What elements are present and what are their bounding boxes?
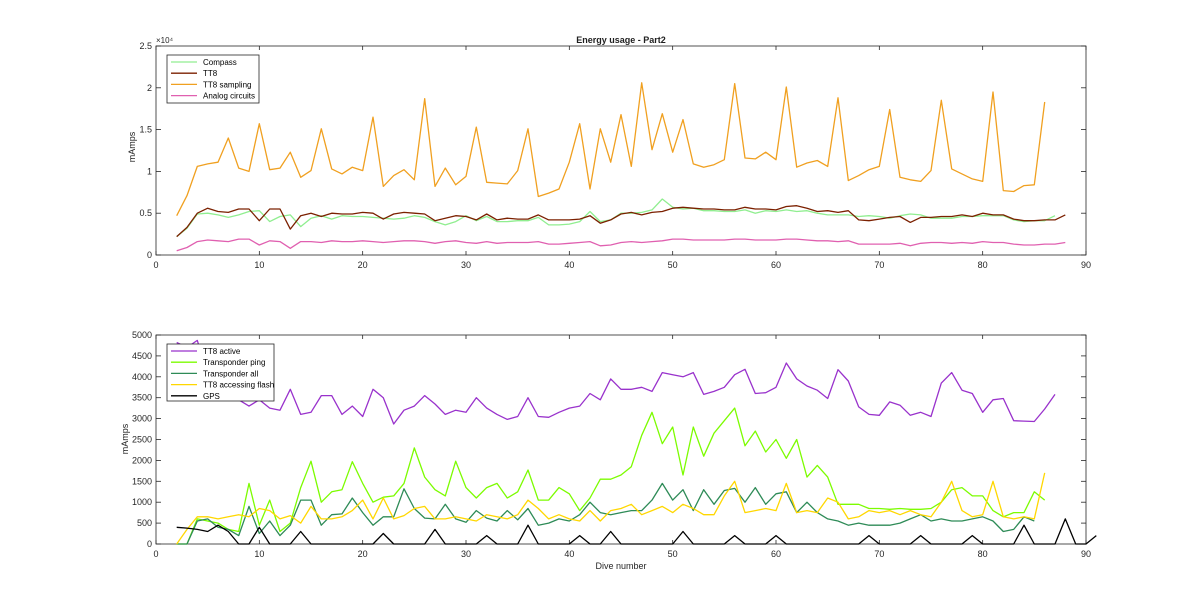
y-tick-label: 4000: [132, 372, 152, 382]
legend-label: TT8 accessing flash: [203, 381, 274, 390]
y-tick-label: 2000: [132, 455, 152, 465]
x-tick-label: 70: [874, 549, 884, 559]
y-tick-label: 2500: [132, 435, 152, 445]
x-tick-label: 80: [978, 549, 988, 559]
x-tick-label: 0: [153, 549, 158, 559]
x-tick-label: 10: [254, 549, 264, 559]
y-tick-label: 5000: [132, 330, 152, 340]
x-tick-label: 40: [564, 260, 574, 270]
x-tick-label: 90: [1081, 260, 1091, 270]
x-tick-label: 20: [358, 260, 368, 270]
series-line-tt8: [176, 205, 1066, 238]
y-tick-label: 2: [147, 83, 152, 93]
plot-area: [155, 45, 1087, 256]
chart-title: Energy usage - Part2: [576, 35, 666, 45]
legend-label: Compass: [203, 58, 237, 67]
legend-label: Analog circuits: [203, 92, 255, 101]
y-tick-label: 2.5: [139, 41, 152, 51]
legend-label: TT8 active: [203, 347, 241, 356]
component-current-chart: mAmps Dive number 0 10 20 30 40 50 60 70 80 90 0 50…: [120, 330, 1097, 571]
x-tick-label: 30: [461, 260, 471, 270]
x-axis-label: Dive number: [595, 561, 646, 571]
x-tick-label: 60: [771, 549, 781, 559]
series-line-tt8-accessing-flash: [176, 472, 1046, 545]
legend: Compass TT8 TT8 sampling Analog circuits: [166, 54, 260, 104]
series-line-analog-circuits: [176, 238, 1066, 252]
y-axis-label: mAmps: [127, 131, 137, 162]
y-tick-label: 1.5: [139, 125, 152, 135]
axis-ticks: 0 10 20 30 40 50 60 70 80 90 0 0.5 1 1.5 2 2.5: [139, 41, 1091, 270]
y-tick-label: 0: [147, 539, 152, 549]
legend-label: GPS: [203, 392, 220, 401]
series-line-gps: [176, 518, 1097, 545]
y-tick-label: 500: [137, 518, 152, 528]
y-exponent-label: ×10⁴: [156, 36, 174, 45]
energy-usage-chart: Energy usage - Part2 ×10⁴ mAmps 0 10 20 30 4…: [127, 35, 1091, 270]
legend-label: Transponder ping: [203, 358, 265, 367]
y-tick-label: 1: [147, 166, 152, 176]
x-tick-label: 20: [358, 549, 368, 559]
x-tick-label: 50: [668, 260, 678, 270]
plot-area: [155, 334, 1087, 545]
series-line-transponder-ping: [176, 407, 1046, 545]
legend-label: TT8: [203, 69, 218, 78]
legend-label: Transponder all: [203, 369, 259, 378]
series-lines: [176, 339, 1097, 545]
y-tick-label: 0: [147, 250, 152, 260]
x-tick-label: 70: [874, 260, 884, 270]
series-line-tt8-active: [176, 339, 1056, 425]
y-tick-label: 1500: [132, 476, 152, 486]
x-tick-label: 80: [978, 260, 988, 270]
x-tick-label: 90: [1081, 549, 1091, 559]
series-line-transponder-all: [176, 482, 1035, 545]
axis-ticks: 0 10 20 30 40 50 60 70 80 90 0 500 1000 1500 2000 2500 3…: [132, 330, 1091, 559]
y-axis-label: mAmps: [120, 423, 130, 454]
x-tick-label: 60: [771, 260, 781, 270]
x-tick-label: 40: [564, 549, 574, 559]
series-lines: [176, 82, 1066, 252]
y-tick-label: 4500: [132, 351, 152, 361]
y-tick-label: 3000: [132, 414, 152, 424]
series-line-tt8-sampling: [176, 82, 1046, 216]
x-tick-label: 0: [153, 260, 158, 270]
x-tick-label: 30: [461, 549, 471, 559]
y-tick-label: 3500: [132, 393, 152, 403]
x-tick-label: 10: [254, 260, 264, 270]
legend: TT8 active Transponder ping Transponder al…: [166, 343, 275, 402]
y-tick-label: 0.5: [139, 208, 152, 218]
y-tick-label: 1000: [132, 497, 152, 507]
legend-box: [166, 343, 275, 402]
legend-label: TT8 sampling: [203, 80, 251, 89]
x-tick-label: 50: [668, 549, 678, 559]
